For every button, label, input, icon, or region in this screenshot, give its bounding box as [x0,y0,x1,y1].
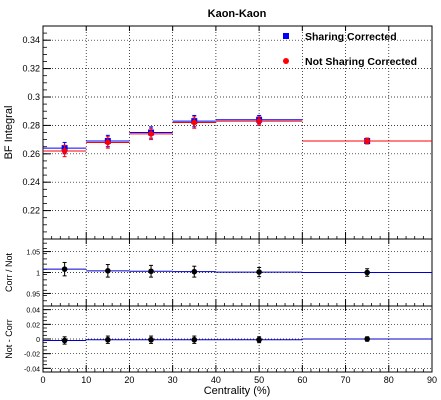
difference-data-point [148,336,154,343]
difference-data-point [61,337,68,344]
difference-data-point [364,336,370,342]
x-tick-label: 80 [384,375,394,385]
x-tick-label: 70 [341,375,351,385]
legend-marker [283,58,289,64]
difference-series-0 [43,335,432,345]
ratio-ytick-label: 0.95 [26,291,40,298]
main-data-point [364,138,370,144]
x-tick-label: 20 [124,375,134,385]
legend-label: Not Sharing Corrected [305,56,417,68]
x-tick-label: 40 [211,375,221,385]
x-tick-label: 30 [168,375,178,385]
difference-data-point [105,336,111,343]
ratio-data-point [364,269,370,276]
difference-y-axis-label: Not - Corr [4,319,14,359]
difference-ytick-label: -0.02 [24,352,40,359]
main-ytick-label: 0.28 [22,120,40,130]
main-panel: 0.22 0.24 0.26 0.28 0.3 0.32 0.34 BF Integral [3,25,433,240]
difference-ytick-label: -0.04 [24,366,40,373]
ratio-data-point [148,268,154,275]
ratio-panel: 0.95 1 1.05 Corr / Not [4,238,433,307]
difference-data-point [256,336,262,343]
main-data-point [105,139,111,146]
x-tick-label: 0 [40,375,45,385]
main-ytick-label: 0.34 [22,35,40,45]
main-ytick-label: 0.32 [22,64,40,74]
legend: Sharing Corrected Not Sharing Corrected [283,31,417,68]
ratio-y-axis-label: Corr / Not [4,253,14,293]
ratio-data-point [61,266,68,272]
main-ytick-label: 0.22 [22,206,40,216]
main-y-axis-label: BF Integral [3,106,15,160]
x-tick-label: 50 [254,375,264,385]
main-data-point [191,119,198,126]
main-data-point [148,131,154,137]
ratio-ytick-label: 1.05 [26,250,40,257]
main-ytick-label: 0.3 [27,92,40,102]
chart-title: Kaon-Kaon [208,8,267,20]
main-ytick-label: 0.26 [22,149,40,159]
difference-panel: -0.04 -0.02 0 0.02 0.04 Not - Corr 0 10 20 30 40 50… [4,305,437,385]
main-series-1 [43,116,432,158]
x-tick-label: 90 [427,375,437,385]
legend-label: Sharing Corrected [305,31,397,43]
difference-ytick-label: 0 [36,337,40,344]
x-axis-label: Centrality (%) [204,385,271,397]
difference-data-point [191,336,198,343]
ratio-data-point [105,268,111,274]
difference-ytick-label: 0.04 [26,308,40,315]
x-tick-label: 10 [81,375,91,385]
ratio-data-point [191,268,198,275]
main-data-point [61,148,68,154]
ratio-data-point [256,269,262,275]
main-data-point [256,118,262,124]
ratio-ytick-label: 1 [36,271,40,278]
x-tick-label: 60 [297,375,307,385]
difference-ytick-label: 0.02 [26,322,40,329]
ratio-series-0 [43,261,432,278]
legend-marker [283,33,289,39]
main-ytick-label: 0.24 [22,177,40,187]
